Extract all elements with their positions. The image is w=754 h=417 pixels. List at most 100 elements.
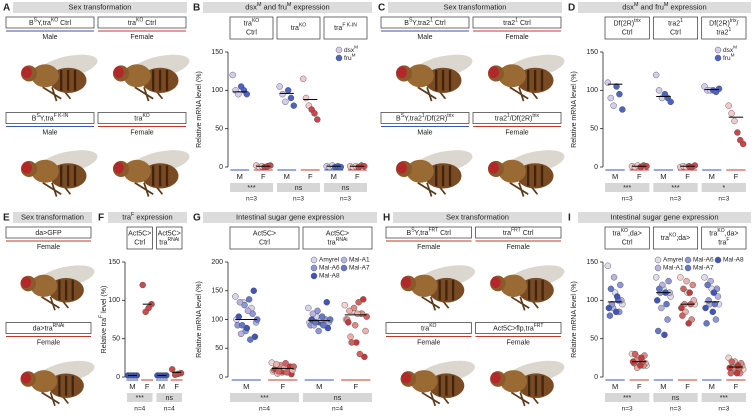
chart-title-part: dsx (622, 2, 634, 11)
group-label: Ctrl (246, 29, 257, 36)
fly-leg (519, 392, 526, 407)
fly-leg (143, 86, 150, 102)
data-point (685, 320, 692, 327)
photo-label-box (385, 226, 472, 239)
y-tick-label: 150 (211, 288, 223, 295)
fly-leg (143, 182, 150, 197)
legend-marker (310, 264, 318, 272)
chart-title: dsxM and fruM expression (245, 2, 329, 11)
photo-sex: Female (37, 244, 60, 251)
fly-photo (400, 265, 475, 311)
panel-header (393, 212, 562, 223)
data-point (348, 339, 355, 346)
photo-sex: Female (37, 339, 60, 346)
fly-photo (400, 360, 475, 407)
fly-thorax (30, 274, 58, 297)
legend-marker (714, 46, 722, 54)
legend-label: dsxM (723, 45, 737, 54)
group-label: tra21 (668, 18, 683, 27)
data-point (680, 285, 687, 293)
fly-thorax (500, 370, 527, 393)
fly-photo (20, 54, 98, 102)
legend-label: Mal-A6 (319, 265, 340, 272)
data-point (362, 327, 369, 335)
fly-thorax (30, 370, 58, 393)
x-tick-label: F (734, 172, 739, 181)
fly-leg (510, 391, 530, 405)
data-point (354, 310, 361, 317)
data-point (714, 293, 722, 300)
fly-eye (396, 66, 407, 79)
data-point (691, 162, 699, 169)
photo-sex: Female (505, 129, 528, 136)
chart-title-part: F (131, 212, 135, 218)
y-tick-label: 100 (586, 87, 598, 94)
n-label: n=3 (718, 196, 729, 203)
photo-label-part: FRT (428, 228, 438, 234)
group-label-part: KO (669, 233, 676, 239)
photo-label: da>GFP (35, 230, 62, 237)
photo-label-part: Act5C>flp,tra (493, 325, 534, 332)
group-label: traF (718, 237, 729, 246)
y-tick-label: 100 (586, 297, 598, 304)
data-point (355, 299, 362, 306)
group-label-part: F (726, 237, 729, 243)
data-point (689, 281, 696, 289)
chart-title-bar (203, 212, 377, 223)
data-point (677, 274, 684, 281)
photo-label-part: da>GFP (35, 230, 62, 237)
n-label: n=3 (622, 406, 633, 413)
photo-sex: Female (505, 34, 528, 41)
photo-label-part: trix (532, 113, 539, 119)
panel-letter: B (193, 3, 200, 14)
group-label: Act5C> (158, 230, 181, 237)
data-point (652, 274, 660, 281)
group-label-part: tra (334, 25, 342, 32)
group-label: Act5C> (128, 230, 151, 237)
photo-label-box (475, 226, 562, 239)
n-label: n=4 (259, 406, 270, 413)
fly-leg (509, 86, 529, 100)
photo-label-box (5, 112, 95, 124)
fly-photo (487, 54, 565, 102)
fly-leg (49, 392, 56, 406)
data-point (273, 361, 280, 368)
data-point (658, 304, 665, 312)
group-label-part: Ctrl (134, 239, 145, 246)
fly-photo (20, 360, 95, 406)
photo-label-part: tra2 (495, 115, 507, 122)
fly-leg (417, 86, 437, 100)
x-tick-label: F (353, 382, 358, 391)
data-point (663, 300, 670, 308)
x-tick-label: M (159, 382, 165, 391)
fly-leg (421, 296, 441, 309)
data-point (679, 312, 686, 319)
x-tick-label: F (734, 382, 739, 391)
data-point (347, 333, 354, 340)
photo-label-part: Y,tra (40, 115, 54, 122)
fly-leg (51, 182, 58, 197)
group-label-box (701, 226, 747, 250)
legend-label: Mal-A8 (723, 257, 744, 264)
group-label: traKO,da> (709, 228, 738, 237)
group-label-box (156, 226, 183, 250)
fly-leg (509, 182, 529, 195)
n-label: n=3 (622, 196, 633, 203)
photo-label-part: B (407, 230, 412, 237)
legend-label: fruM (723, 53, 735, 62)
stat-label: ns (295, 185, 303, 192)
photo-label-part: FRT (534, 323, 544, 329)
data-point (142, 308, 149, 316)
fly-leg (429, 392, 437, 407)
group-label-part: RNAi (336, 237, 348, 243)
panel-header (13, 212, 92, 223)
group-label-part: Ctrl (670, 29, 681, 36)
photo-label-part: B (396, 115, 401, 122)
data-point (734, 129, 741, 136)
y-axis-label: Relative mRNA level (%) (571, 71, 578, 148)
data-point (245, 296, 253, 303)
group-label-part: trix (730, 18, 737, 24)
photo-label-part: Y,tra (415, 230, 429, 237)
data-point (709, 308, 716, 316)
group-label-part: tra2 (716, 29, 728, 36)
